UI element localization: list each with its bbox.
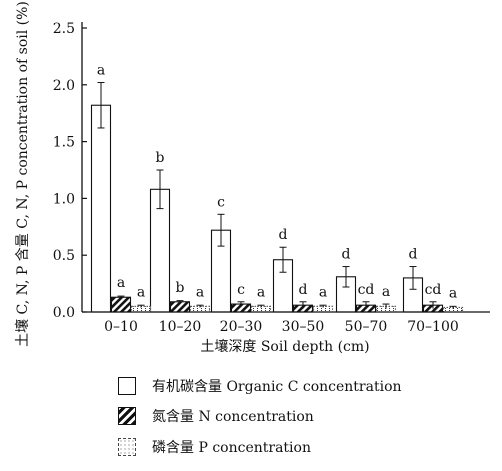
legend-swatch-open	[118, 377, 136, 395]
significance-letter: a	[97, 63, 105, 79]
significance-letter: c	[217, 194, 225, 210]
legend-item-p: 磷含量 P concentration	[118, 436, 311, 458]
x-tick-label: 10–20	[159, 319, 202, 335]
significance-letter: d	[409, 247, 418, 263]
significance-letter: a	[196, 284, 204, 300]
legend-swatch-dotted	[118, 438, 136, 456]
x-tick-label: 70–100	[407, 319, 459, 335]
significance-letter: a	[449, 285, 457, 301]
y-tick-label: 1.5	[53, 135, 75, 151]
legend-label: 氮含量 N concentration	[152, 409, 314, 425]
y-tick-label: 1.0	[53, 191, 75, 207]
significance-letter: c	[237, 282, 245, 298]
y-axis-label: 土壤 C, N, P 含量 C, N, P concentration of s…	[14, 1, 31, 347]
significance-letter: d	[279, 227, 288, 243]
significance-letter: a	[257, 284, 265, 300]
significance-letter: cd	[358, 282, 375, 298]
legend-label: 有机碳含量 Organic C concentration	[152, 379, 402, 395]
x-axis-label: 土壤深度 Soil depth (cm)	[200, 338, 369, 355]
significance-letter: b	[176, 280, 185, 296]
significance-letter: d	[299, 282, 308, 298]
significance-letter: a	[137, 284, 145, 300]
y-tick-label: 0.0	[53, 305, 75, 321]
legend-item-organic-c: 有机碳含量 Organic C concentration	[118, 375, 402, 397]
legend-swatch-hatched	[118, 407, 136, 425]
y-tick-label: 0.5	[53, 248, 75, 264]
y-tick-label: 2.5	[53, 21, 75, 37]
significance-letter: a	[117, 275, 125, 291]
legend-label: 磷含量 P concentration	[152, 440, 311, 456]
legend-item-n: 氮含量 N concentration	[118, 405, 314, 427]
bar	[90, 104, 112, 313]
significance-letter: a	[319, 284, 327, 300]
x-tick-label: 30–50	[282, 319, 325, 335]
axes: 0.0 0.5 1.0 1.5 2.0 2.5 0–10 10–20 20–30 30–50 50–…	[53, 21, 490, 335]
significance-letter: d	[342, 247, 351, 263]
y-tick-label: 2.0	[53, 78, 75, 94]
bar	[169, 301, 191, 313]
x-tick-label: 50–70	[345, 319, 388, 335]
bar	[110, 296, 132, 313]
x-tick-label: 0–10	[104, 319, 138, 335]
significance-letter: b	[156, 150, 165, 166]
significance-letter: cd	[425, 282, 442, 298]
significance-letter: a	[382, 284, 390, 300]
x-tick-label: 20–30	[220, 319, 263, 335]
